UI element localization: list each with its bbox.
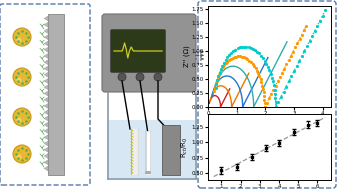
- Polygon shape: [44, 85, 48, 90]
- Polygon shape: [44, 110, 48, 115]
- Polygon shape: [44, 91, 48, 96]
- Polygon shape: [44, 66, 48, 71]
- Polygon shape: [44, 104, 48, 108]
- Polygon shape: [44, 35, 48, 40]
- Polygon shape: [44, 72, 48, 77]
- Polygon shape: [44, 129, 48, 133]
- Polygon shape: [44, 147, 48, 152]
- Polygon shape: [44, 97, 48, 102]
- Polygon shape: [44, 141, 48, 146]
- Circle shape: [13, 28, 31, 46]
- Circle shape: [17, 154, 22, 160]
- FancyBboxPatch shape: [111, 29, 165, 73]
- Circle shape: [17, 77, 22, 83]
- Polygon shape: [44, 78, 48, 84]
- Bar: [48, 14, 64, 175]
- Polygon shape: [44, 122, 48, 127]
- Circle shape: [154, 73, 162, 81]
- Y-axis label: Z'' (Ω): Z'' (Ω): [184, 45, 190, 67]
- Polygon shape: [44, 60, 48, 65]
- Polygon shape: [44, 22, 48, 27]
- Polygon shape: [44, 29, 48, 33]
- FancyBboxPatch shape: [102, 14, 196, 92]
- Polygon shape: [44, 41, 48, 46]
- Polygon shape: [44, 166, 48, 171]
- Polygon shape: [44, 160, 48, 165]
- Circle shape: [17, 118, 22, 122]
- Circle shape: [13, 108, 31, 126]
- Circle shape: [136, 73, 144, 81]
- Polygon shape: [44, 135, 48, 140]
- Y-axis label: R$_{ct}$/R$_0$: R$_{ct}$/R$_0$: [180, 136, 190, 158]
- Circle shape: [17, 37, 22, 43]
- Polygon shape: [44, 53, 48, 59]
- Bar: [162, 125, 180, 175]
- Polygon shape: [44, 47, 48, 52]
- Circle shape: [118, 73, 126, 81]
- Bar: [109, 119, 195, 178]
- Circle shape: [13, 145, 31, 163]
- Circle shape: [13, 68, 31, 86]
- Polygon shape: [44, 16, 48, 21]
- X-axis label: Z' (Ω): Z' (Ω): [259, 117, 279, 124]
- Polygon shape: [44, 153, 48, 159]
- Polygon shape: [44, 116, 48, 121]
- FancyBboxPatch shape: [0, 4, 90, 185]
